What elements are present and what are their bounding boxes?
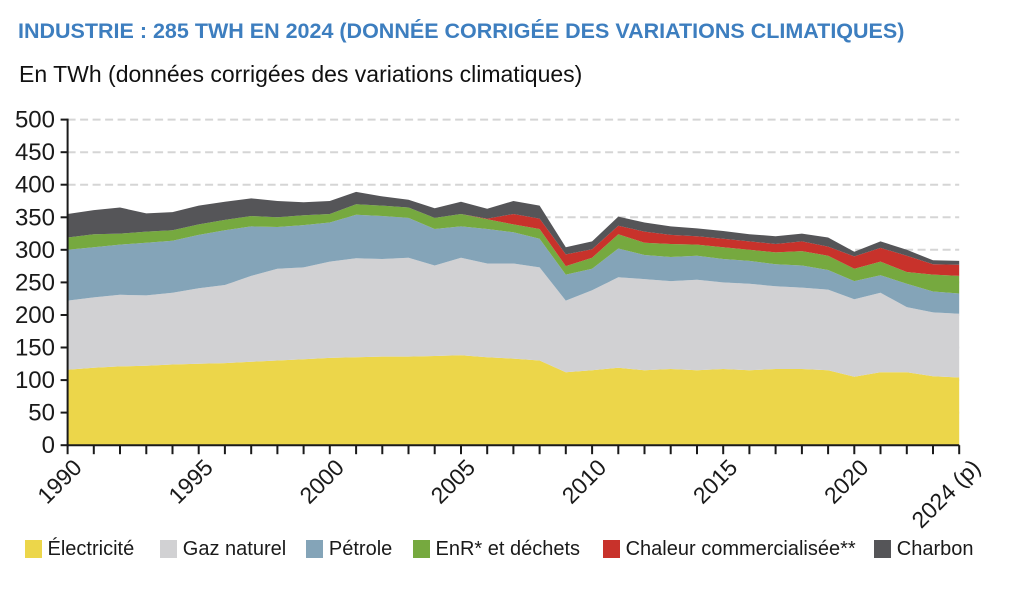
svg-text:2020: 2020 <box>819 454 874 509</box>
svg-text:150: 150 <box>15 335 55 362</box>
svg-text:500: 500 <box>15 107 55 134</box>
svg-text:350: 350 <box>15 204 55 231</box>
svg-text:300: 300 <box>15 237 55 264</box>
svg-text:2005: 2005 <box>426 454 481 509</box>
svg-text:2024 (p): 2024 (p) <box>906 454 985 533</box>
svg-text:250: 250 <box>15 269 55 296</box>
svg-text:0: 0 <box>42 432 55 459</box>
svg-text:100: 100 <box>15 367 55 394</box>
svg-text:200: 200 <box>15 302 55 329</box>
svg-text:2015: 2015 <box>688 454 743 509</box>
svg-text:50: 50 <box>28 400 55 427</box>
svg-text:400: 400 <box>15 172 55 199</box>
svg-text:1995: 1995 <box>163 454 218 509</box>
svg-text:450: 450 <box>15 139 55 166</box>
svg-text:1990: 1990 <box>32 454 87 509</box>
svg-text:2010: 2010 <box>557 454 612 509</box>
svg-text:2000: 2000 <box>294 454 349 509</box>
